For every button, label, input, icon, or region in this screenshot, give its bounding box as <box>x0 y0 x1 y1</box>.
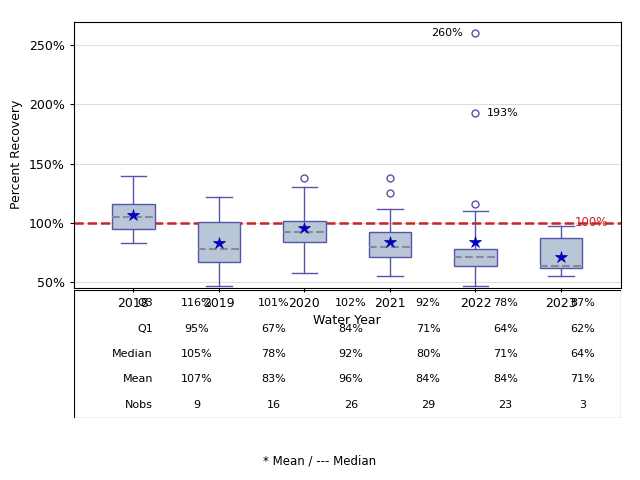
Text: 116%: 116% <box>181 298 212 308</box>
Bar <box>540 238 582 268</box>
Text: 64%: 64% <box>493 324 518 334</box>
Bar <box>198 222 241 262</box>
Text: 92%: 92% <box>339 349 364 359</box>
Text: 260%: 260% <box>431 28 463 38</box>
Text: 84%: 84% <box>416 374 440 384</box>
Text: 107%: 107% <box>181 374 213 384</box>
Text: 84%: 84% <box>493 374 518 384</box>
Bar <box>283 220 326 242</box>
Text: 71%: 71% <box>493 349 518 359</box>
Text: 71%: 71% <box>570 374 595 384</box>
Text: 23: 23 <box>498 400 512 410</box>
Text: 84%: 84% <box>339 324 364 334</box>
Bar <box>112 204 155 229</box>
Text: 105%: 105% <box>181 349 212 359</box>
Text: 92%: 92% <box>416 298 440 308</box>
Text: 101%: 101% <box>258 298 290 308</box>
Text: 83%: 83% <box>262 374 286 384</box>
Bar <box>454 249 497 265</box>
Text: 64%: 64% <box>570 349 595 359</box>
Text: 80%: 80% <box>416 349 440 359</box>
Text: * Mean / --- Median: * Mean / --- Median <box>264 455 376 468</box>
Text: 71%: 71% <box>416 324 440 334</box>
Text: Median: Median <box>112 349 153 359</box>
Text: 95%: 95% <box>184 324 209 334</box>
Text: 193%: 193% <box>486 108 518 118</box>
Text: Nobs: Nobs <box>125 400 153 410</box>
Text: 67%: 67% <box>262 324 286 334</box>
Text: 29: 29 <box>421 400 435 410</box>
Text: 78%: 78% <box>493 298 518 308</box>
Text: 78%: 78% <box>262 349 287 359</box>
Text: 9: 9 <box>193 400 200 410</box>
Text: 100%: 100% <box>575 216 608 229</box>
X-axis label: Water Year: Water Year <box>314 314 381 327</box>
Text: 87%: 87% <box>570 298 595 308</box>
Text: 102%: 102% <box>335 298 367 308</box>
Text: 96%: 96% <box>339 374 364 384</box>
Text: Mean: Mean <box>122 374 153 384</box>
Text: 26: 26 <box>344 400 358 410</box>
Text: Q3: Q3 <box>137 298 153 308</box>
Text: 3: 3 <box>579 400 586 410</box>
Bar <box>369 232 412 257</box>
Y-axis label: Percent Recovery: Percent Recovery <box>10 100 23 209</box>
Text: Q1: Q1 <box>137 324 153 334</box>
Text: 62%: 62% <box>570 324 595 334</box>
Text: 16: 16 <box>267 400 281 410</box>
